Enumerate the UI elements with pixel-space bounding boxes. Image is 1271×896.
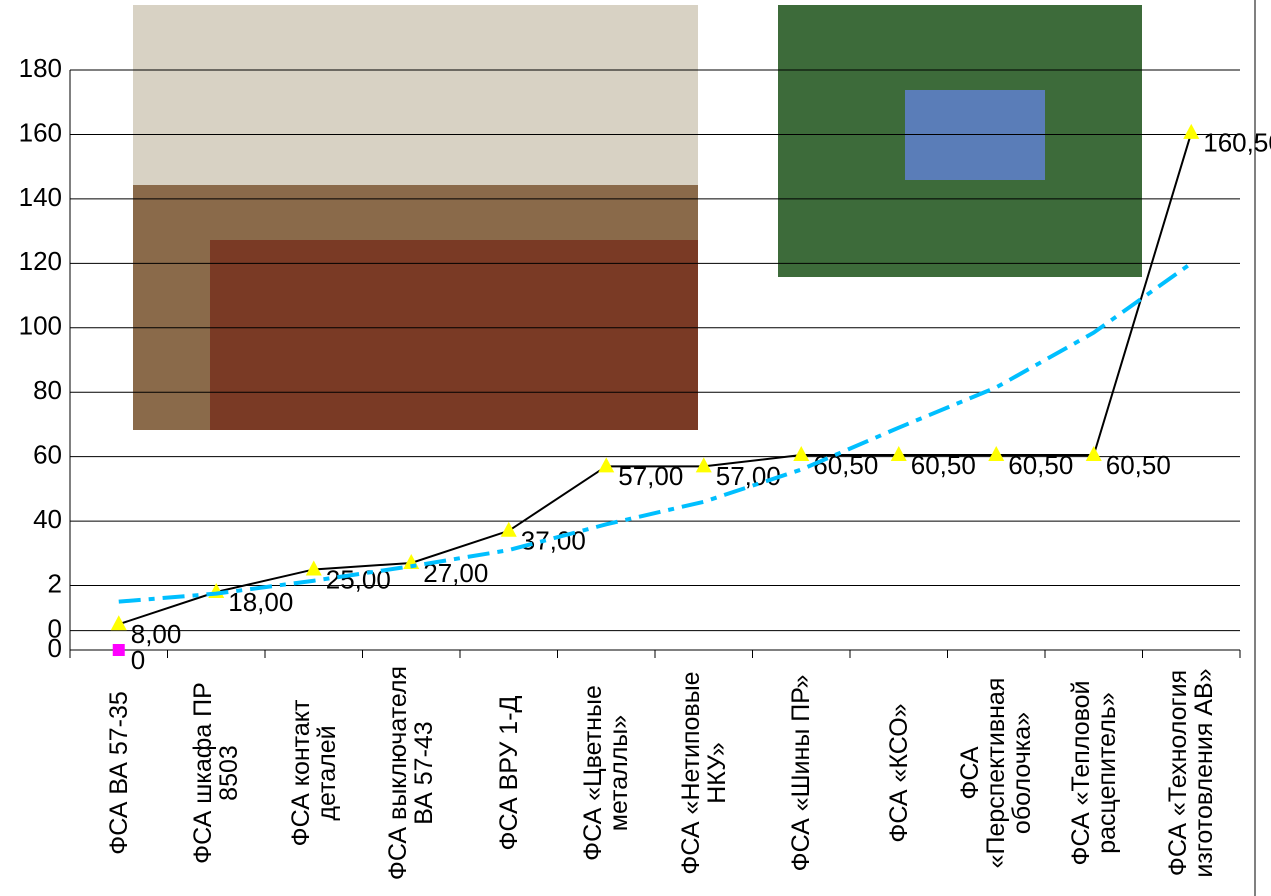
y-tick-label: 180 [19,53,62,83]
marker [110,615,127,631]
y-tick-label: 160 [19,117,62,147]
marker [890,446,907,462]
series-line [118,132,1193,626]
x-tick-label: ФСА ВРУ 1-Д [494,695,523,851]
marker [1085,446,1102,462]
marker [695,457,712,473]
x-tick-label: ФСА «Перспективная оболочка» [956,677,1037,869]
y-tick-label: 0 [48,633,62,663]
marker [598,457,615,473]
series-line [118,261,1193,604]
marker [112,644,125,656]
x-tick-label: ФСА шкафа ПР 8503 [189,682,244,864]
y-tick-label: 40 [33,504,62,534]
data-label: 8,00 [131,619,182,649]
x-tick-label: ФСА «Тепловой расцепитель» [1066,680,1121,866]
x-tick-label: ФСА «Нетиповые НКУ» [676,671,731,875]
x-tick-label: ФСА ВА 57-35 [104,691,133,855]
x-tick-label: ФСА «Шины ПР» [787,674,816,872]
y-tick-label: 100 [19,311,62,341]
x-tick-label: ФСА «КСО» [884,703,913,843]
marker [988,446,1005,462]
x-tick-label: ФСА контакт деталей [286,699,341,847]
marker [305,560,322,576]
x-tick-label: ФСА выключателя ВА 57-43 [384,665,439,881]
y-tick-label: 60 [33,440,62,470]
data-label: 0 [131,645,145,675]
y-tick-label: 80 [33,375,62,405]
data-label: 60,50 [1106,450,1171,480]
data-label: 57,00 [716,461,781,491]
data-label: 25,00 [326,564,391,594]
y-tick-label: 120 [19,246,62,276]
data-label: 60,50 [911,450,976,480]
photo-table [210,240,698,430]
x-tick-label: ФСА «Технология изготовления АВ» [1164,668,1219,878]
y-tick-label: 140 [19,182,62,212]
data-label: 57,00 [618,461,683,491]
data-label: 60,50 [813,450,878,480]
marker [500,521,517,537]
data-label: 60,50 [1008,450,1073,480]
marker [1183,123,1200,139]
data-label: 160,50 [1203,128,1271,158]
photo-building-facade [905,90,1045,180]
data-label: 37,00 [521,526,586,556]
marker [793,446,810,462]
y-tick-label: 2 [48,568,62,598]
y-tick-label: 0 [48,614,62,644]
photo-wall [133,5,698,185]
x-tick-label: ФСА «Цветные металлы» [579,685,634,861]
